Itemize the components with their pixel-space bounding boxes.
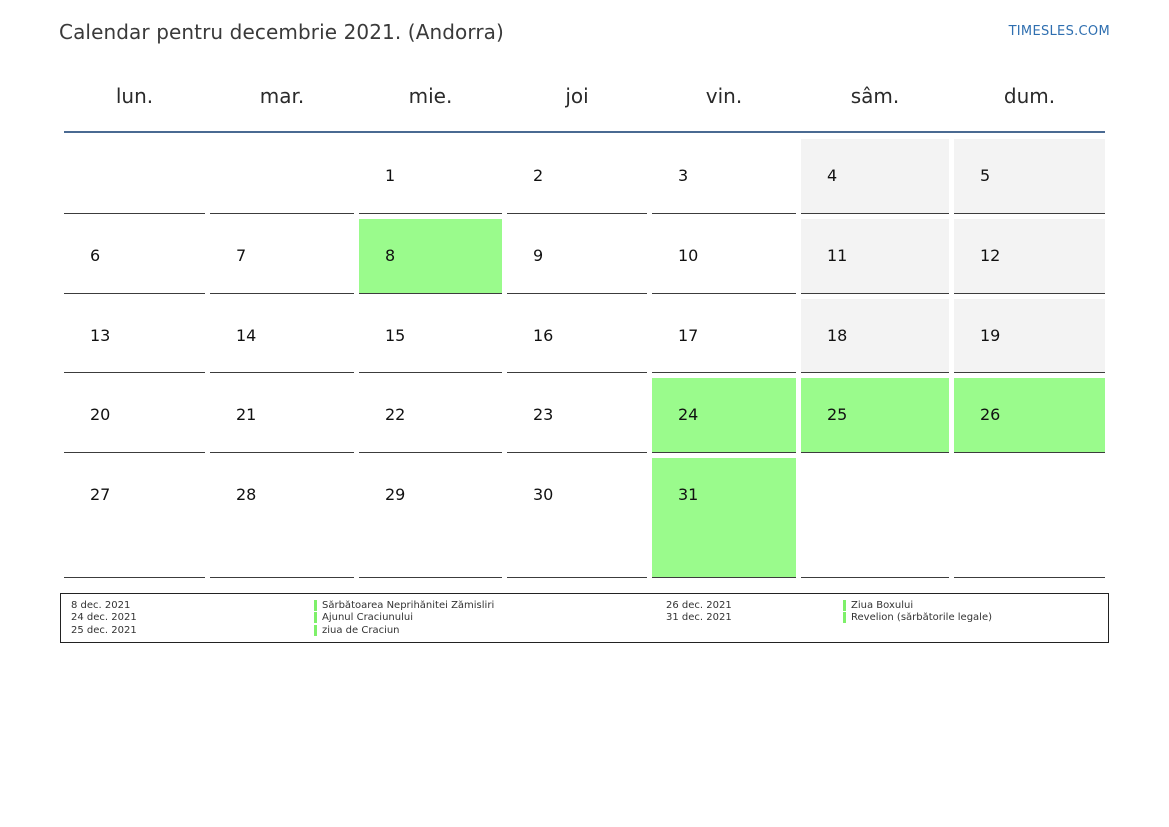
day-cell[interactable]: 19 — [954, 299, 1105, 373]
day-cell[interactable]: 29 — [359, 458, 502, 578]
day-number: 12 — [980, 246, 1001, 265]
header-divider — [64, 131, 1105, 133]
legend-holiday-name: Ajunul Craciunului — [322, 612, 413, 623]
legend-date: 8 dec. 2021 — [71, 600, 131, 611]
day-cell[interactable]: 3 — [652, 139, 796, 214]
day-cell[interactable]: 31 — [652, 458, 796, 578]
day-cell[interactable]: 25 — [801, 378, 949, 453]
legend-holiday-name: Sărbătoarea Neprihănitei Zămisliri — [322, 600, 495, 611]
day-number: 7 — [236, 246, 247, 265]
day-cell[interactable]: 24 — [652, 378, 796, 453]
legend-date: 24 dec. 2021 — [71, 612, 137, 623]
weekday-label: dum. — [1003, 84, 1056, 108]
day-number: 19 — [980, 326, 1001, 345]
legend-color-bar — [843, 612, 846, 623]
brand-link[interactable]: TIMESLES.COM — [1008, 24, 1110, 39]
day-cell[interactable]: 13 — [64, 299, 205, 373]
day-cell[interactable]: 18 — [801, 299, 949, 373]
day-number: 4 — [827, 166, 838, 185]
day-cell[interactable]: 1 — [359, 139, 502, 214]
day-cell[interactable]: 21 — [210, 378, 354, 453]
day-number: 27 — [90, 485, 111, 504]
day-number: 22 — [385, 405, 406, 424]
day-cell[interactable]: 23 — [507, 378, 647, 453]
page-title: Calendar pentru decembrie 2021. (Andorra… — [59, 20, 504, 44]
day-cell[interactable]: 16 — [507, 299, 647, 373]
day-cell[interactable]: 7 — [210, 219, 354, 294]
day-number: 21 — [236, 405, 257, 424]
empty-day-cell — [64, 139, 205, 214]
weekday-label: joi — [565, 84, 589, 108]
empty-day-cell — [210, 139, 354, 214]
empty-day-cell — [801, 458, 949, 578]
weekday-label: mar. — [259, 84, 305, 108]
day-cell[interactable]: 14 — [210, 299, 354, 373]
day-cell[interactable]: 6 — [64, 219, 205, 294]
day-number: 30 — [533, 485, 554, 504]
legend-date: 26 dec. 2021 — [666, 600, 732, 611]
day-cell[interactable]: 27 — [64, 458, 205, 578]
weekday-label: mie. — [408, 84, 453, 108]
day-number: 25 — [827, 405, 848, 424]
day-cell[interactable]: 4 — [801, 139, 949, 214]
day-number: 2 — [533, 166, 544, 185]
day-cell[interactable]: 15 — [359, 299, 502, 373]
day-number: 3 — [678, 166, 689, 185]
weekday-label: lun. — [115, 84, 154, 108]
day-cell[interactable]: 5 — [954, 139, 1105, 214]
day-number: 17 — [678, 326, 699, 345]
day-number: 29 — [385, 485, 406, 504]
day-cell[interactable]: 26 — [954, 378, 1105, 453]
day-cell[interactable]: 17 — [652, 299, 796, 373]
day-number: 26 — [980, 405, 1001, 424]
day-number: 20 — [90, 405, 111, 424]
day-number: 24 — [678, 405, 699, 424]
legend-color-bar — [314, 612, 317, 623]
day-number: 15 — [385, 326, 406, 345]
day-number: 8 — [385, 246, 396, 265]
day-number: 23 — [533, 405, 554, 424]
day-cell[interactable]: 11 — [801, 219, 949, 294]
legend-holiday-name: ziua de Craciun — [322, 625, 400, 636]
day-number: 5 — [980, 166, 991, 185]
day-number: 10 — [678, 246, 699, 265]
day-cell[interactable]: 9 — [507, 219, 647, 294]
weekday-label: vin. — [705, 84, 743, 108]
legend-color-bar — [314, 600, 317, 611]
weekday-label: sâm. — [850, 84, 900, 108]
legend-color-bar — [843, 600, 846, 611]
day-cell[interactable]: 10 — [652, 219, 796, 294]
day-cell[interactable]: 12 — [954, 219, 1105, 294]
day-number: 18 — [827, 326, 848, 345]
day-cell[interactable]: 30 — [507, 458, 647, 578]
day-cell[interactable]: 2 — [507, 139, 647, 214]
day-cell[interactable]: 8 — [359, 219, 502, 294]
day-number: 1 — [385, 166, 396, 185]
day-number: 28 — [236, 485, 257, 504]
day-number: 31 — [678, 485, 699, 504]
legend-color-bar — [314, 625, 317, 636]
legend-holiday-name: Ziua Boxului — [851, 600, 914, 611]
legend-date: 31 dec. 2021 — [666, 612, 732, 623]
day-cell[interactable]: 22 — [359, 378, 502, 453]
weekday-header-row: lun. mar. mie. joi vin. sâm. dum. — [0, 84, 1169, 114]
day-number: 9 — [533, 246, 544, 265]
legend-holiday-name: Revelion (sărbătorile legale) — [851, 612, 993, 623]
day-number: 11 — [827, 246, 848, 265]
day-number: 13 — [90, 326, 111, 345]
empty-day-cell — [954, 458, 1105, 578]
legend-date: 25 dec. 2021 — [71, 625, 137, 636]
day-cell[interactable]: 20 — [64, 378, 205, 453]
day-cell[interactable]: 28 — [210, 458, 354, 578]
day-number: 14 — [236, 326, 257, 345]
holiday-legend: 8 dec. 2021 Sărbătoarea Neprihănitei Zăm… — [60, 593, 1109, 643]
day-number: 6 — [90, 246, 101, 265]
day-number: 16 — [533, 326, 554, 345]
